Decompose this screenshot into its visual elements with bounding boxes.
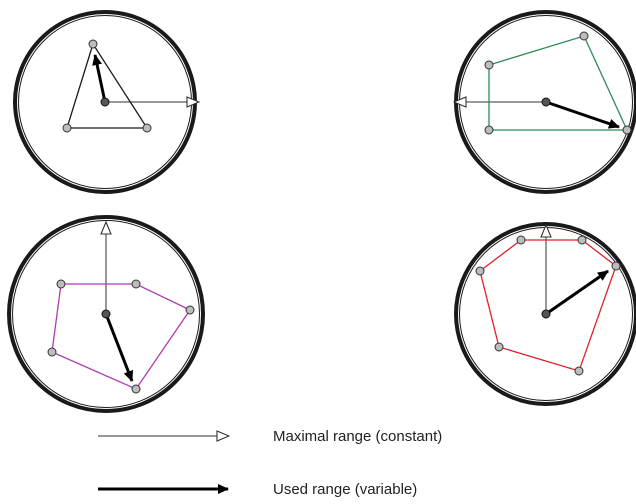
polygon-vertex: [131, 384, 141, 394]
polygon-vertex: [579, 31, 589, 41]
range-polygon: [51, 283, 191, 390]
legend: Maximal range (constant) Used range (var…: [98, 428, 442, 498]
center-point: [541, 309, 551, 319]
polygon-vertex: [475, 266, 485, 276]
polygon-vertex: [56, 279, 66, 289]
polygon-vertex: [516, 235, 526, 245]
center-point: [541, 97, 551, 107]
polygon-vertex: [484, 60, 494, 70]
polygon-vertex: [577, 235, 587, 245]
used-range-arrow: [92, 54, 107, 103]
polygon-vertex: [611, 261, 621, 271]
used-range-arrow: [104, 313, 134, 382]
center-point: [100, 97, 110, 107]
panel-bottom-right: [454, 222, 636, 406]
polygon-vertex: [62, 123, 72, 133]
polygon-vertex: [47, 347, 57, 357]
polygon-vertex: [142, 123, 152, 133]
panel-top-right: [455, 10, 636, 194]
polygon-vertex: [484, 125, 494, 135]
polygon-vertex: [88, 39, 98, 49]
polygon-vertex: [494, 342, 504, 352]
range-circle-inner-ring: [12, 220, 200, 408]
used-range-arrow: [545, 100, 620, 129]
range-polygon: [66, 42, 149, 129]
polygon-vertex: [185, 305, 195, 315]
panel-bottom-left: [7, 215, 205, 413]
polygon-vertex: [574, 366, 584, 376]
legend-used-label: Used range (variable): [273, 481, 417, 498]
center-point: [101, 309, 111, 319]
polygon-vertex: [131, 279, 141, 289]
polygon-vertex: [622, 125, 632, 135]
panel-top-left: [13, 10, 198, 194]
legend-maximal-label: Maximal range (constant): [273, 428, 442, 445]
used-range-arrow: [545, 269, 609, 316]
